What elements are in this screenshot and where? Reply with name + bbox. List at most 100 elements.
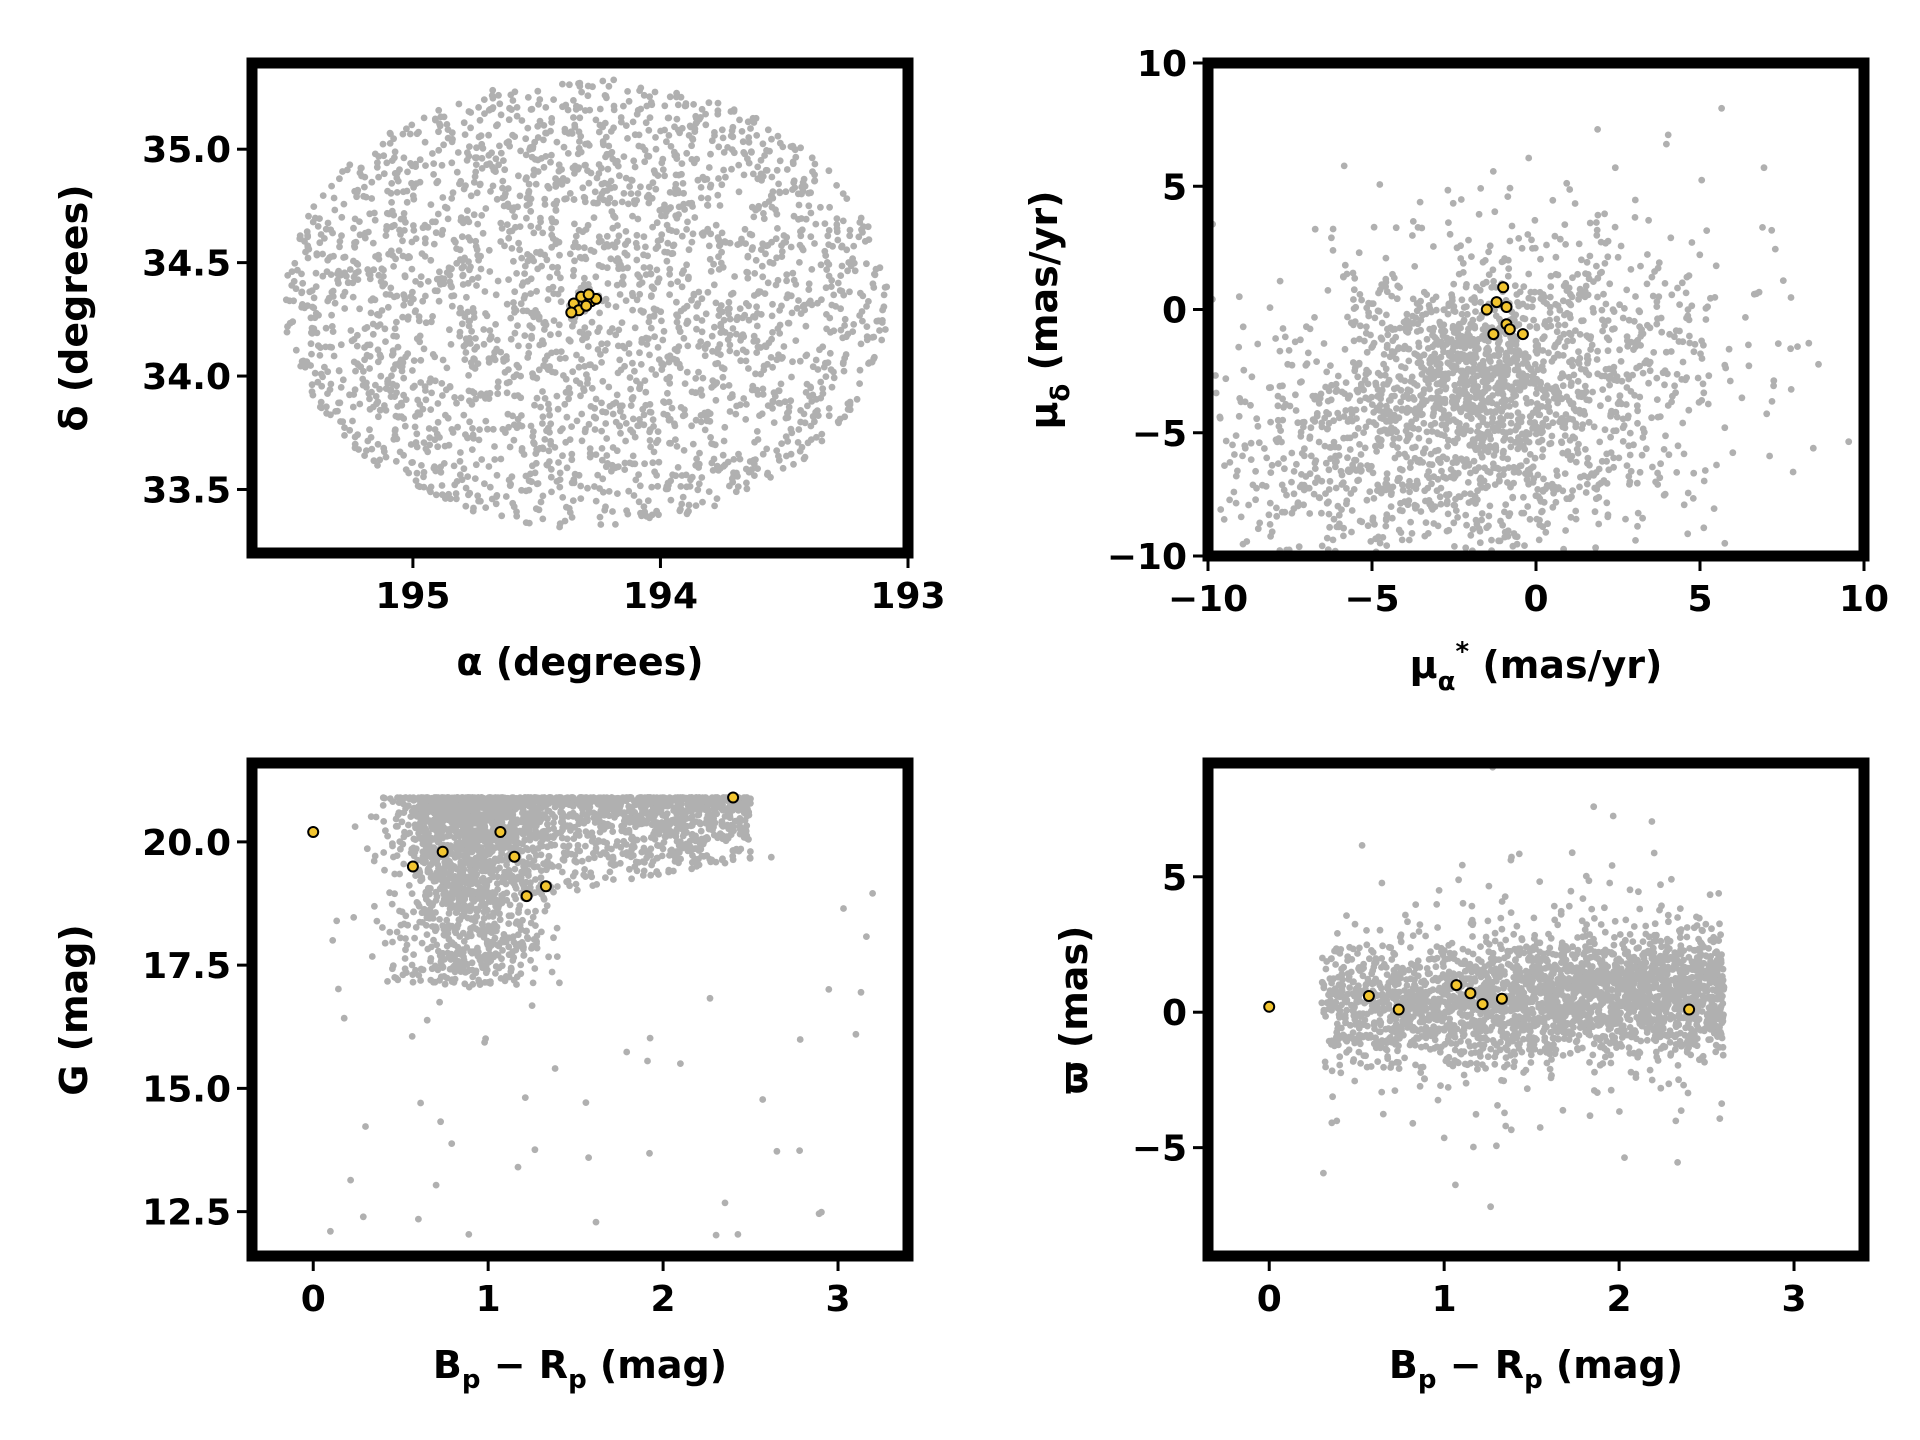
field-point bbox=[1523, 372, 1531, 380]
field-point bbox=[1633, 402, 1641, 410]
field-point bbox=[768, 135, 775, 143]
field-point bbox=[1332, 452, 1339, 460]
field-point bbox=[818, 296, 825, 304]
field-point bbox=[1327, 396, 1335, 404]
field-point bbox=[510, 299, 517, 306]
field-point bbox=[534, 480, 542, 487]
field-point bbox=[1478, 431, 1486, 438]
field-point bbox=[1372, 535, 1379, 543]
field-point bbox=[878, 319, 886, 326]
field-point bbox=[374, 440, 382, 448]
field-point bbox=[1463, 281, 1470, 288]
field-point bbox=[616, 356, 624, 364]
field-point bbox=[751, 472, 758, 479]
field-point bbox=[1768, 398, 1776, 405]
field-point bbox=[316, 239, 324, 247]
field-point bbox=[1604, 237, 1612, 245]
field-point bbox=[593, 199, 600, 207]
field-point bbox=[1526, 413, 1534, 420]
field-point bbox=[1481, 443, 1488, 451]
field-point bbox=[438, 231, 446, 238]
field-point bbox=[547, 158, 554, 166]
field-point bbox=[1272, 335, 1279, 342]
field-point bbox=[439, 356, 447, 364]
field-point bbox=[568, 456, 576, 464]
field-point bbox=[489, 105, 496, 113]
field-point bbox=[1389, 352, 1396, 360]
field-point bbox=[1511, 400, 1519, 408]
field-point bbox=[759, 240, 767, 248]
field-point bbox=[473, 282, 480, 289]
field-point bbox=[1648, 273, 1656, 281]
field-point bbox=[437, 463, 445, 471]
field-point bbox=[769, 329, 776, 336]
field-point bbox=[843, 195, 851, 203]
field-point bbox=[499, 177, 507, 185]
field-point bbox=[503, 389, 511, 397]
field-point bbox=[1389, 441, 1397, 449]
field-point bbox=[302, 248, 309, 256]
field-point bbox=[714, 99, 722, 107]
field-point bbox=[1309, 392, 1317, 400]
field-point bbox=[820, 363, 828, 371]
field-point bbox=[1425, 302, 1433, 309]
field-point bbox=[751, 270, 759, 277]
field-point bbox=[606, 328, 614, 336]
field-point bbox=[1401, 342, 1409, 350]
field-point bbox=[688, 388, 696, 396]
field-point bbox=[505, 138, 512, 146]
field-point bbox=[434, 210, 442, 218]
field-point bbox=[715, 467, 722, 474]
field-point bbox=[871, 271, 879, 279]
field-point bbox=[422, 387, 429, 394]
field-point bbox=[1557, 415, 1565, 423]
field-point bbox=[1575, 240, 1583, 248]
field-point bbox=[1531, 216, 1539, 224]
field-point bbox=[444, 215, 452, 223]
field-point bbox=[822, 284, 830, 292]
field-point bbox=[830, 291, 838, 299]
field-point bbox=[1550, 354, 1558, 362]
field-point bbox=[1249, 481, 1257, 489]
field-point bbox=[1809, 444, 1817, 452]
field-point bbox=[701, 176, 709, 184]
field-point bbox=[413, 130, 421, 138]
field-point bbox=[808, 266, 816, 273]
field-point bbox=[863, 333, 871, 341]
field-point bbox=[1509, 494, 1517, 502]
field-point bbox=[466, 236, 474, 244]
field-point bbox=[790, 177, 798, 185]
field-point bbox=[1279, 325, 1287, 332]
field-point bbox=[619, 265, 627, 272]
field-point bbox=[712, 360, 719, 368]
field-point bbox=[444, 414, 452, 422]
field-point bbox=[570, 318, 578, 325]
field-point bbox=[361, 234, 369, 242]
field-point bbox=[1539, 523, 1547, 531]
field-point bbox=[347, 327, 355, 334]
field-point bbox=[581, 274, 588, 282]
field-point bbox=[760, 210, 767, 217]
field-point bbox=[1360, 405, 1368, 413]
field-point bbox=[530, 229, 538, 237]
field-point bbox=[381, 280, 389, 288]
field-point bbox=[467, 192, 475, 200]
field-point bbox=[1357, 451, 1365, 458]
field-point bbox=[642, 119, 650, 127]
field-point bbox=[677, 483, 685, 490]
field-point bbox=[335, 399, 342, 407]
field-point bbox=[448, 129, 456, 137]
field-point bbox=[434, 400, 442, 407]
field-point bbox=[698, 317, 706, 324]
field-point bbox=[457, 214, 465, 222]
field-point bbox=[431, 377, 439, 385]
field-point bbox=[459, 281, 467, 288]
field-point bbox=[657, 127, 664, 135]
field-point bbox=[719, 451, 727, 459]
sky-xlabel: α (degrees) bbox=[456, 640, 703, 684]
field-point bbox=[1438, 381, 1446, 389]
field-point bbox=[1675, 338, 1683, 345]
field-point bbox=[388, 351, 396, 359]
field-point bbox=[750, 213, 758, 221]
field-point bbox=[1572, 423, 1580, 431]
